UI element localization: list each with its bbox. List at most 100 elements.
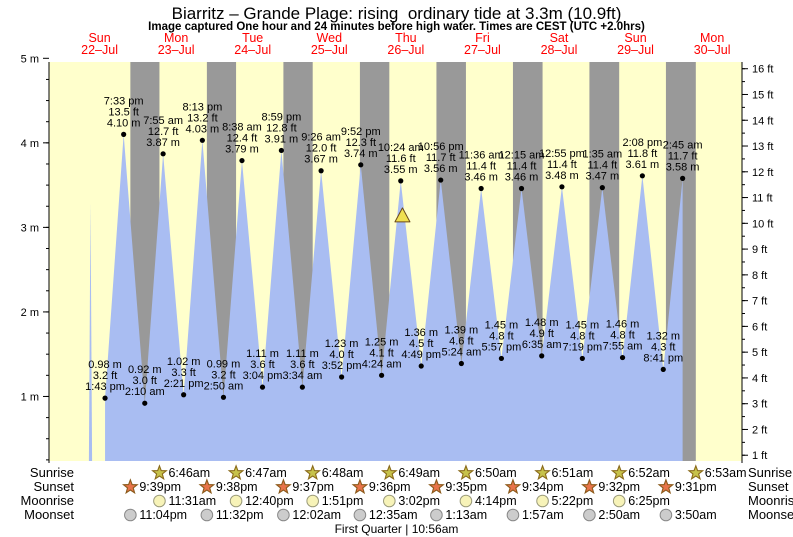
- svg-text:23–Jul: 23–Jul: [158, 43, 195, 57]
- svg-text:Moonset: Moonset: [24, 507, 74, 522]
- svg-text:26–Jul: 26–Jul: [387, 43, 424, 57]
- svg-text:6:35 am: 6:35 am: [522, 339, 562, 351]
- svg-text:10 ft: 10 ft: [752, 218, 773, 230]
- svg-text:3.61 m: 3.61 m: [626, 159, 660, 171]
- svg-text:9:35pm: 9:35pm: [445, 480, 487, 494]
- svg-text:9:31pm: 9:31pm: [675, 480, 717, 494]
- svg-text:2 m: 2 m: [21, 307, 39, 319]
- svg-text:6:25pm: 6:25pm: [628, 494, 670, 508]
- svg-text:3.67 m: 3.67 m: [304, 154, 338, 166]
- svg-text:2:50am: 2:50am: [598, 508, 640, 522]
- svg-text:30–Jul: 30–Jul: [694, 43, 731, 57]
- svg-text:3.58 m: 3.58 m: [666, 161, 700, 173]
- svg-text:8 ft: 8 ft: [752, 270, 767, 282]
- svg-text:9:39pm: 9:39pm: [139, 480, 181, 494]
- svg-text:6:53am: 6:53am: [705, 466, 747, 480]
- svg-text:3.46 m: 3.46 m: [464, 171, 498, 183]
- svg-text:3:52 pm: 3:52 pm: [322, 360, 362, 372]
- svg-text:5 ft: 5 ft: [752, 347, 767, 359]
- svg-text:5:22pm: 5:22pm: [552, 494, 594, 508]
- svg-text:25–Jul: 25–Jul: [311, 43, 348, 57]
- svg-text:4:49 pm: 4:49 pm: [401, 349, 441, 361]
- svg-text:5:24 am: 5:24 am: [441, 346, 481, 358]
- svg-text:3 ft: 3 ft: [752, 399, 767, 411]
- svg-text:6:51am: 6:51am: [552, 466, 594, 480]
- svg-text:22–Jul: 22–Jul: [81, 43, 118, 57]
- svg-text:3.79 m: 3.79 m: [225, 144, 259, 156]
- svg-text:9 ft: 9 ft: [752, 244, 767, 256]
- svg-text:7:55 am: 7:55 am: [603, 341, 643, 353]
- svg-text:2:50 am: 2:50 am: [204, 380, 244, 392]
- svg-text:Moonrise: Moonrise: [21, 493, 74, 508]
- svg-text:12:02am: 12:02am: [292, 508, 341, 522]
- svg-text:12 ft: 12 ft: [752, 167, 773, 179]
- svg-text:12:40pm: 12:40pm: [245, 494, 294, 508]
- svg-text:4:24 am: 4:24 am: [362, 358, 402, 370]
- svg-text:2:10 am: 2:10 am: [125, 386, 165, 398]
- svg-text:28–Jul: 28–Jul: [541, 43, 578, 57]
- svg-text:3 m: 3 m: [21, 222, 39, 234]
- svg-text:9:36pm: 9:36pm: [369, 480, 411, 494]
- svg-text:1 ft: 1 ft: [752, 450, 767, 462]
- svg-text:Sunrise: Sunrise: [30, 465, 74, 480]
- svg-text:Moonrise: Moonrise: [748, 493, 793, 508]
- svg-text:Sunset: Sunset: [748, 479, 789, 494]
- svg-text:9:37pm: 9:37pm: [292, 480, 334, 494]
- svg-text:3:04 pm: 3:04 pm: [243, 370, 283, 382]
- svg-text:11:04pm: 11:04pm: [139, 508, 187, 522]
- svg-text:6:47am: 6:47am: [245, 466, 287, 480]
- svg-text:3.55 m: 3.55 m: [384, 164, 418, 176]
- svg-text:11:32pm: 11:32pm: [216, 508, 264, 522]
- svg-text:3:34 am: 3:34 am: [283, 370, 323, 382]
- svg-text:1:51pm: 1:51pm: [322, 494, 364, 508]
- svg-text:6 ft: 6 ft: [752, 321, 767, 333]
- svg-text:4 ft: 4 ft: [752, 373, 767, 385]
- svg-text:3.46 m: 3.46 m: [505, 171, 539, 183]
- svg-text:Sunrise: Sunrise: [748, 465, 792, 480]
- svg-text:Sunset: Sunset: [34, 479, 75, 494]
- svg-text:6:46am: 6:46am: [168, 466, 210, 480]
- svg-text:5 m: 5 m: [21, 53, 39, 65]
- svg-text:1:43 pm: 1:43 pm: [85, 381, 125, 393]
- svg-text:12:35am: 12:35am: [369, 508, 418, 522]
- svg-text:4.10 m: 4.10 m: [107, 117, 141, 129]
- svg-text:3:50am: 3:50am: [675, 508, 717, 522]
- svg-text:3:02pm: 3:02pm: [398, 494, 440, 508]
- svg-text:13 ft: 13 ft: [752, 141, 773, 153]
- svg-text:11:31am: 11:31am: [168, 494, 216, 508]
- svg-text:1:13am: 1:13am: [445, 508, 487, 522]
- svg-text:3.74 m: 3.74 m: [344, 148, 378, 160]
- svg-text:24–Jul: 24–Jul: [234, 43, 271, 57]
- svg-text:3.48 m: 3.48 m: [545, 170, 579, 182]
- svg-text:7:19 pm: 7:19 pm: [562, 341, 602, 353]
- svg-text:3.56 m: 3.56 m: [424, 163, 458, 175]
- svg-text:6:50am: 6:50am: [475, 466, 517, 480]
- svg-text:2:21 pm: 2:21 pm: [164, 378, 204, 390]
- svg-text:4:14pm: 4:14pm: [475, 494, 517, 508]
- svg-text:6:49am: 6:49am: [398, 466, 440, 480]
- svg-text:6:52am: 6:52am: [628, 466, 670, 480]
- svg-text:9:38pm: 9:38pm: [216, 480, 258, 494]
- svg-text:8:41 pm: 8:41 pm: [643, 352, 683, 364]
- svg-text:1 m: 1 m: [21, 391, 39, 403]
- svg-text:First Quarter | 10:56am: First Quarter | 10:56am: [335, 522, 459, 536]
- svg-text:Moonset: Moonset: [748, 507, 793, 522]
- svg-text:15 ft: 15 ft: [752, 89, 773, 101]
- svg-text:1:57am: 1:57am: [522, 508, 564, 522]
- svg-text:6:48am: 6:48am: [322, 466, 364, 480]
- svg-text:29–Jul: 29–Jul: [617, 43, 654, 57]
- svg-text:9:32pm: 9:32pm: [598, 480, 640, 494]
- svg-text:16 ft: 16 ft: [752, 64, 773, 76]
- svg-text:14 ft: 14 ft: [752, 115, 773, 127]
- svg-text:9:34pm: 9:34pm: [522, 480, 564, 494]
- svg-text:5:57 pm: 5:57 pm: [482, 341, 522, 353]
- svg-text:3.87 m: 3.87 m: [146, 137, 180, 149]
- svg-text:4 m: 4 m: [21, 138, 39, 150]
- svg-text:4.03 m: 4.03 m: [186, 123, 220, 135]
- svg-text:11 ft: 11 ft: [752, 193, 773, 205]
- svg-text:27–Jul: 27–Jul: [464, 43, 501, 57]
- svg-text:3.91 m: 3.91 m: [265, 133, 299, 145]
- svg-text:7 ft: 7 ft: [752, 296, 767, 308]
- svg-text:2 ft: 2 ft: [752, 424, 767, 436]
- svg-text:3.47 m: 3.47 m: [586, 171, 620, 183]
